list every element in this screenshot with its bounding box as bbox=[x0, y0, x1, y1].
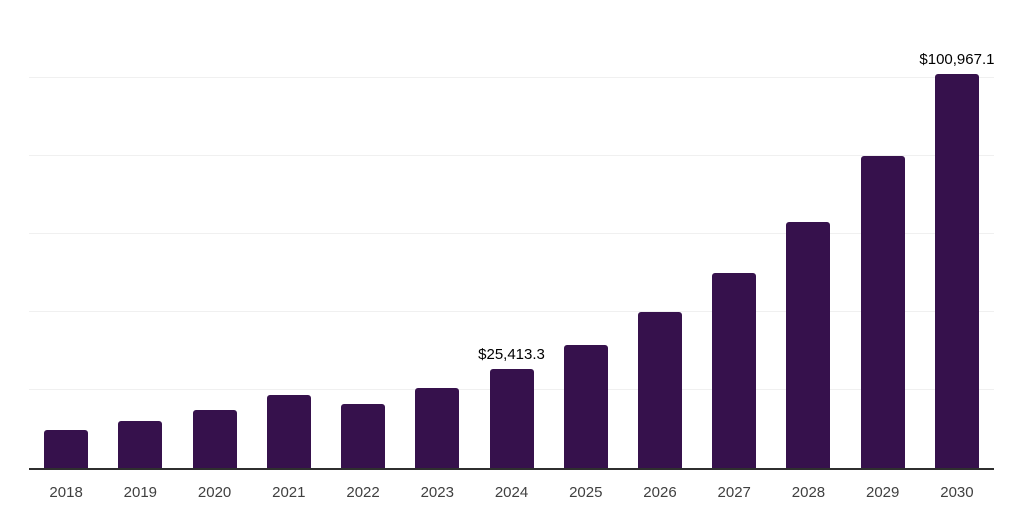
bars-layer: $25,413.3 $100,967.1 bbox=[29, 2, 994, 468]
bar-slot bbox=[326, 2, 400, 468]
x-axis-label: 2023 bbox=[420, 484, 454, 501]
bar-slot bbox=[103, 2, 177, 468]
x-axis-label: 2030 bbox=[940, 484, 974, 501]
x-axis-label: 2018 bbox=[49, 484, 83, 501]
bar-slot bbox=[29, 2, 103, 468]
bar-2024[interactable] bbox=[489, 368, 534, 468]
bar-2020[interactable] bbox=[192, 409, 237, 468]
bar-2028[interactable] bbox=[786, 221, 831, 468]
x-axis-label: 2024 bbox=[494, 484, 529, 501]
x-axis-label: 2025 bbox=[569, 484, 603, 501]
bar-2023[interactable] bbox=[415, 387, 460, 468]
bar-2022[interactable] bbox=[341, 403, 386, 468]
gridline bbox=[29, 155, 994, 156]
x-axis-label: 2019 bbox=[123, 484, 158, 501]
bar-2021[interactable] bbox=[266, 395, 311, 468]
x-axis-label: 2020 bbox=[197, 484, 232, 501]
bar-slot bbox=[771, 2, 845, 468]
plot-area: $25,413.3 $100,967.1 bbox=[29, 2, 994, 470]
bar-2027[interactable] bbox=[712, 272, 757, 468]
bar-2026[interactable] bbox=[637, 312, 682, 468]
x-axis-label: 2028 bbox=[791, 484, 826, 501]
gridline bbox=[29, 311, 994, 312]
bar-slot bbox=[177, 2, 251, 468]
bar-2025[interactable] bbox=[563, 344, 608, 468]
bar-2019[interactable] bbox=[118, 420, 163, 468]
bar-2029[interactable] bbox=[860, 155, 905, 468]
bar-slot: $100,967.1 bbox=[919, 2, 995, 468]
bar-slot: $25,413.3 bbox=[474, 2, 548, 468]
bar-2018[interactable] bbox=[44, 430, 89, 468]
bar-2030[interactable] bbox=[934, 74, 979, 468]
bar-slot bbox=[697, 2, 771, 468]
value-label: $25,413.3 bbox=[478, 345, 545, 363]
bar-slot bbox=[252, 2, 326, 468]
x-axis-label: 2022 bbox=[346, 484, 380, 501]
x-axis: 2018 2019 2020 2021 2022 2023 2024 2025 2026 2027… bbox=[29, 484, 994, 502]
gridline bbox=[29, 233, 994, 234]
bar-slot bbox=[846, 2, 920, 468]
x-axis-label: 2021 bbox=[272, 484, 306, 501]
value-label: $100,967.1 bbox=[919, 51, 995, 69]
bar-slot bbox=[623, 2, 697, 468]
x-axis-label: 2027 bbox=[717, 484, 751, 501]
gridline bbox=[29, 77, 994, 78]
bar-slot bbox=[549, 2, 623, 468]
x-axis-label: 2026 bbox=[643, 484, 677, 501]
x-axis-label: 2029 bbox=[866, 484, 900, 501]
bar-slot bbox=[400, 2, 474, 468]
